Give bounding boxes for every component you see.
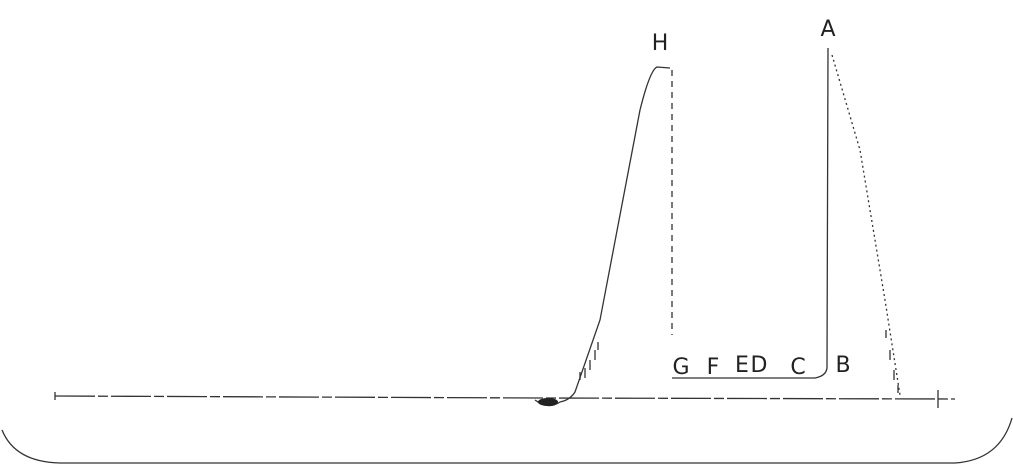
label-d: D	[751, 353, 768, 378]
trace-blot	[538, 398, 558, 406]
label-f: F	[707, 355, 720, 380]
label-b: B	[835, 353, 850, 378]
label-g: G	[672, 355, 689, 380]
label-c: C	[790, 355, 805, 380]
page: H A G F E D C B (() => { const data = JS…	[0, 0, 1013, 466]
background	[0, 0, 1013, 466]
label-e: E	[735, 353, 749, 378]
trace-drawing: H A G F E D C B	[0, 0, 1013, 466]
label-a: A	[820, 17, 835, 42]
label-h: H	[652, 31, 669, 56]
